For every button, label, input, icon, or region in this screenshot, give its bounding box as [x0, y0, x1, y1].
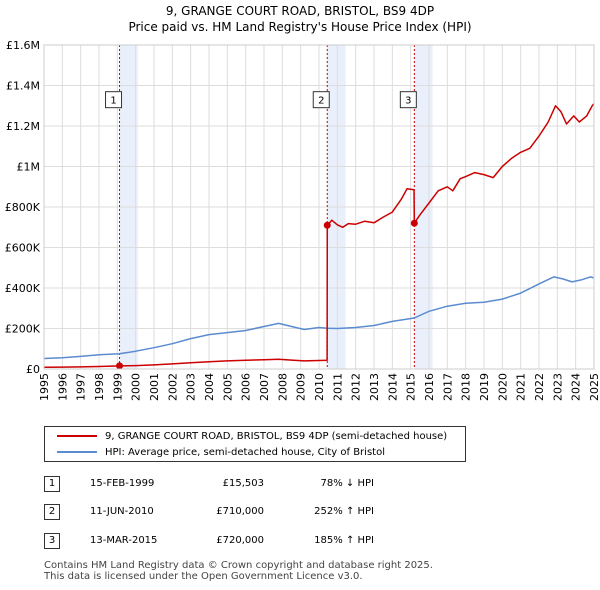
sale-label-box: [399, 91, 417, 109]
sale-label-number: 3: [405, 96, 411, 107]
sale-row: 3 13-MAR-2015 £720,000 185% ↑ HPI: [44, 533, 404, 549]
sale-number-badge: 1: [44, 476, 60, 492]
legend-item-property: 9, GRANGE COURT ROAD, BRISTOL, BS9 4DP (…: [45, 428, 447, 444]
x-tick-label: 2012: [350, 373, 363, 401]
x-tick-label: 2014: [386, 373, 399, 401]
legend-item-hpi: HPI: Average price, semi-detached house,…: [45, 444, 385, 460]
sale-date: 13-MAR-2015: [90, 535, 158, 546]
y-tick-label: £1.4M: [6, 80, 40, 93]
x-tick-label: 2009: [295, 373, 308, 401]
x-tick-label: 1996: [56, 373, 69, 401]
sale-point: [323, 221, 331, 229]
price-chart: 1 2 3 £0 £200K £400K £600K £800K £1M £1.2M £1.4M £…: [5, 4, 600, 401]
chart-subtitle: Price paid vs. HM Land Registry's House …: [128, 20, 471, 34]
y-tick-label: £1.6M: [6, 39, 40, 52]
y-tick-label: £600K: [5, 242, 41, 255]
x-tick-label: 2025: [588, 373, 600, 401]
x-tick-label: 2010: [313, 373, 326, 401]
y-tick-label: £1M: [17, 161, 41, 174]
sale-point: [410, 219, 418, 227]
plot-frame: [43, 44, 595, 370]
x-tick-label: 2003: [185, 373, 198, 401]
x-tick-label: 2005: [221, 373, 234, 401]
x-tick-label: 2000: [130, 373, 143, 401]
x-tick-label: 2002: [166, 373, 179, 401]
x-tick-label: 1998: [93, 373, 106, 401]
sale-number-badge: 3: [44, 533, 60, 549]
footer-line-2: This data is licensed under the Open Gov…: [44, 571, 363, 582]
sale-label-number: 1: [110, 96, 116, 107]
x-tick-label: 2022: [533, 373, 546, 401]
sale-hpi-diff: 185% ↑ HPI: [314, 535, 374, 546]
y-tick-label: £800K: [5, 201, 41, 214]
sale-date: 15-FEB-1999: [90, 478, 155, 489]
x-tick-label: 2015: [405, 373, 418, 401]
x-tick-label: 1999: [111, 373, 124, 401]
x-tick-label: 2006: [240, 373, 253, 401]
x-tick-label: 2001: [148, 373, 161, 401]
x-tick-label: 2007: [258, 373, 271, 401]
sale-date: 11-JUN-2010: [90, 506, 154, 517]
hpi-series-line: [43, 276, 595, 360]
x-tick-label: 2018: [460, 373, 473, 401]
sale-hpi-diff: 78% ↓ HPI: [320, 478, 374, 489]
x-tick-label: 2017: [441, 373, 454, 401]
sale-price: £15,503: [222, 478, 264, 489]
footer-line-1: Contains HM Land Registry data © Crown c…: [44, 560, 433, 571]
sale-label-box: [105, 91, 123, 109]
sale-price: £710,000: [216, 506, 264, 517]
sale-point: [116, 362, 124, 370]
sale-label-box: [312, 91, 330, 109]
x-tick-label: 2011: [331, 373, 344, 401]
property-price-line: [43, 103, 595, 368]
sale-hpi-diff: 252% ↑ HPI: [314, 506, 374, 517]
x-tick-label: 1997: [75, 373, 88, 401]
y-tick-label: £400K: [5, 282, 41, 295]
chart-title: 9, GRANGE COURT ROAD, BRISTOL, BS9 4DP: [166, 4, 434, 18]
x-tick-label: 2023: [551, 373, 564, 401]
x-tick-label: 2016: [423, 373, 436, 401]
x-tick-label: 2024: [570, 373, 583, 401]
sale-row: 2 11-JUN-2010 £710,000 252% ↑ HPI: [44, 504, 404, 520]
x-tick-label: 2020: [496, 373, 509, 401]
x-tick-label: 2021: [515, 373, 528, 401]
legend-swatch-property: [57, 435, 97, 437]
legend-label-property: 9, GRANGE COURT ROAD, BRISTOL, BS9 4DP (…: [105, 430, 448, 442]
x-tick-label: 2013: [368, 373, 381, 401]
y-tick-label: £200K: [5, 323, 41, 336]
sale-number-badge: 2: [44, 504, 60, 520]
x-tick-label: 2008: [276, 373, 289, 401]
x-tick-label: 1995: [38, 373, 51, 401]
sale-row: 1 15-FEB-1999 £15,503 78% ↓ HPI: [44, 476, 404, 492]
sale-label-number: 2: [318, 96, 324, 107]
sale-price: £720,000: [216, 535, 264, 546]
x-tick-label: 2004: [203, 373, 216, 401]
x-tick-label: 2019: [478, 373, 491, 401]
legend-label-hpi: HPI: Average price, semi-detached house,…: [105, 446, 385, 458]
footer-attribution: Contains HM Land Registry data © Crown c…: [44, 560, 433, 582]
y-tick-label: £0: [26, 363, 40, 376]
y-tick-label: £1.2M: [6, 120, 40, 133]
legend: 9, GRANGE COURT ROAD, BRISTOL, BS9 4DP (…: [44, 426, 466, 462]
legend-swatch-hpi: [57, 451, 97, 453]
